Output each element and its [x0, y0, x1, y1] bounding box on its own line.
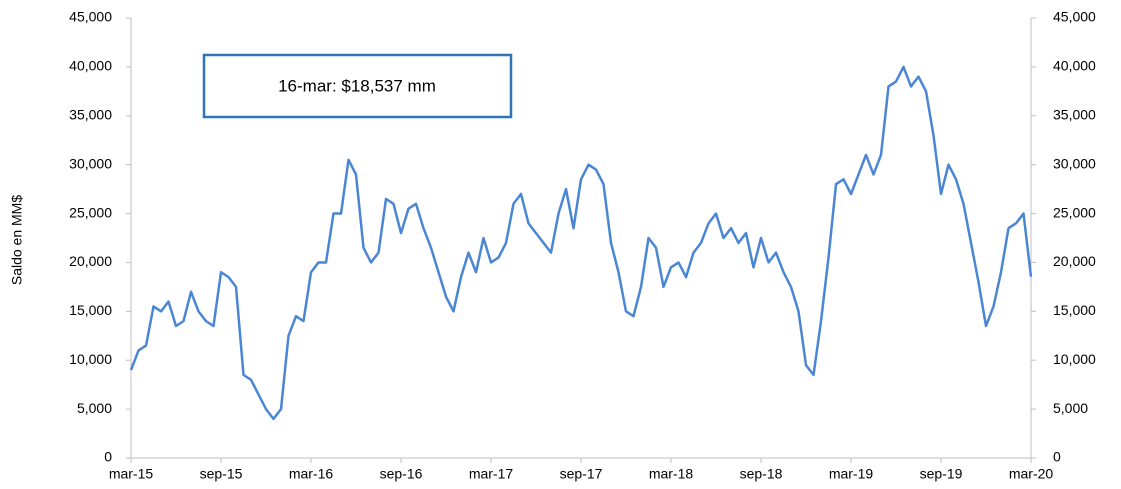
x-tick-label: sep-15 [200, 466, 243, 482]
y-tick-label: 10,000 [69, 351, 112, 367]
x-tick-label: mar-15 [109, 466, 154, 482]
y2-tick-label: 30,000 [1053, 155, 1096, 171]
y2-tick-label: 0 [1053, 449, 1061, 465]
y2-tick-label: 40,000 [1053, 58, 1096, 74]
x-tick-label: mar-19 [829, 466, 874, 482]
x-tick-label: mar-18 [649, 466, 694, 482]
y-tick-label: 40,000 [69, 58, 112, 74]
y-tick-label: 35,000 [69, 106, 112, 122]
y-tick-label: 15,000 [69, 302, 112, 318]
x-tick-label: sep-17 [560, 466, 603, 482]
y-tick-label: 30,000 [69, 155, 112, 171]
x-tick-label: mar-20 [1009, 466, 1054, 482]
x-tick-label: mar-16 [289, 466, 334, 482]
y2-tick-label: 5,000 [1053, 400, 1088, 416]
annotation: 16-mar: $18,537 mm [278, 76, 436, 95]
y2-tick-label: 20,000 [1053, 253, 1096, 269]
y2-tick-label: 15,000 [1053, 302, 1096, 318]
y-tick-label: 20,000 [69, 253, 112, 269]
y2-tick-label: 35,000 [1053, 106, 1096, 122]
y-tick-label: 5,000 [77, 400, 112, 416]
y-axis-label: Saldo en MM$ [9, 195, 25, 285]
y2-tick-label: 25,000 [1053, 204, 1096, 220]
x-tick-label: sep-18 [740, 466, 783, 482]
data-line [129, 65, 1033, 421]
y-tick-label: 45,000 [69, 9, 112, 25]
y2-tick-label: 10,000 [1053, 351, 1096, 367]
annotation-box [202, 53, 513, 119]
x-tick-label: mar-17 [469, 466, 514, 482]
x-tick-label: sep-19 [920, 466, 963, 482]
x-tick-label: sep-16 [380, 466, 423, 482]
y-tick-label: 0 [104, 449, 112, 465]
y2-tick-label: 45,000 [1053, 9, 1096, 25]
y-tick-label: 25,000 [69, 204, 112, 220]
